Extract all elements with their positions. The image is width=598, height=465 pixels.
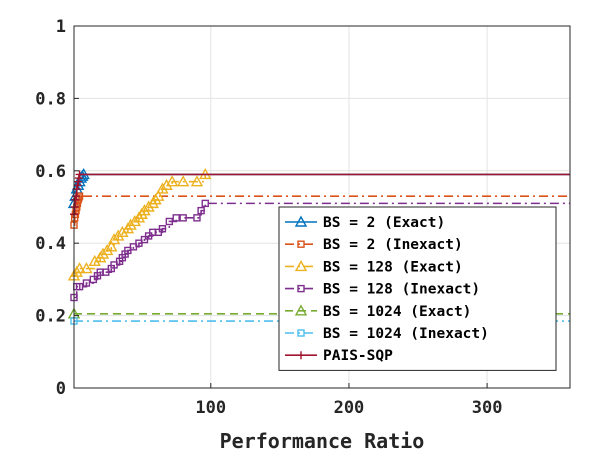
legend-label: BS = 1024 (Inexact) — [323, 326, 489, 342]
data-point — [107, 233, 121, 245]
data-point — [124, 218, 137, 230]
data-point — [201, 199, 209, 208]
plot-frame — [73, 25, 571, 389]
legend-marker — [294, 215, 308, 227]
legend-marker — [294, 304, 308, 316]
series-bs-128-exact — [67, 167, 212, 281]
data-point — [197, 206, 205, 215]
legend-marker — [297, 351, 305, 360]
data-point — [88, 254, 101, 266]
data-point — [80, 262, 93, 274]
data-point — [70, 203, 79, 211]
axis-ticks: 100 200 300 0 0.2 0.4 0.6 0.8 1 — [35, 17, 502, 418]
x-axis-label: Performance Ratio — [220, 429, 425, 453]
y-tick-label: 0 — [56, 379, 66, 399]
data-point — [73, 262, 86, 274]
data-point — [165, 217, 174, 226]
legend-entry-bs-2-inexact: BS = 2 (Inexact) — [285, 237, 463, 253]
data-point — [142, 200, 155, 212]
data-point — [156, 182, 169, 194]
series-bs-128-inexact — [70, 199, 570, 302]
data-point — [96, 247, 110, 259]
data-point — [179, 214, 187, 222]
legend-entry-bs-128-exact: BS = 128 (Exact) — [285, 259, 463, 275]
data-point — [193, 214, 201, 222]
y-tick-label: 0.2 — [35, 307, 66, 327]
x-tick-label: 200 — [334, 398, 365, 418]
x-tick-label: 100 — [195, 398, 226, 418]
y-tick-label: 1 — [56, 17, 66, 37]
legend-entry-bs-1024-exact: BS = 1024 (Exact) — [285, 304, 471, 320]
data-point — [128, 215, 141, 227]
legend-marker — [297, 284, 305, 293]
y-tick-label: 0.6 — [35, 162, 66, 182]
legend-label: BS = 128 (Inexact) — [323, 282, 480, 298]
legend-label: BS = 2 (Exact) — [323, 215, 445, 231]
data-point — [116, 225, 129, 238]
data-point — [190, 175, 204, 187]
legend-marker — [297, 240, 305, 248]
data-point — [100, 243, 114, 256]
series-pais-sqp — [70, 170, 570, 219]
legend-marker — [297, 329, 305, 337]
data-point — [160, 178, 173, 190]
legend-label: BS = 1024 (Exact) — [323, 304, 471, 320]
legend-entry-bs-2-exact: BS = 2 (Exact) — [285, 215, 445, 231]
data-point — [82, 279, 91, 287]
data-point — [165, 175, 179, 187]
legend-label: PAIS-SQP — [323, 348, 393, 364]
data-point — [72, 192, 81, 201]
data-point — [75, 282, 84, 291]
legend: BS = 2 (Exact) BS = 2 (Inexact) BS = 128 (… — [278, 206, 557, 371]
data-point — [112, 229, 125, 241]
data-point — [172, 214, 180, 222]
data-point — [138, 204, 151, 216]
y-tick-label: 0.8 — [35, 89, 66, 109]
legend-entry-bs-128-inexact: BS = 128 (Inexact) — [285, 282, 480, 298]
legend-entry-bs-1024-inexact: BS = 1024 (Inexact) — [285, 326, 489, 342]
y-tick-label: 0.4 — [35, 234, 66, 254]
data-point — [158, 225, 167, 233]
data-point — [176, 175, 190, 187]
x-tick-label: 300 — [472, 398, 503, 418]
legend-box — [278, 206, 557, 371]
legend-label: BS = 2 (Inexact) — [323, 237, 463, 253]
legend-label: BS = 128 (Exact) — [323, 259, 463, 275]
legend-entry-pais-sqp: PAIS-SQP — [285, 348, 393, 364]
data-point — [75, 170, 84, 179]
data-point — [152, 189, 165, 201]
data-point — [105, 240, 118, 252]
legend-marker — [294, 259, 308, 272]
